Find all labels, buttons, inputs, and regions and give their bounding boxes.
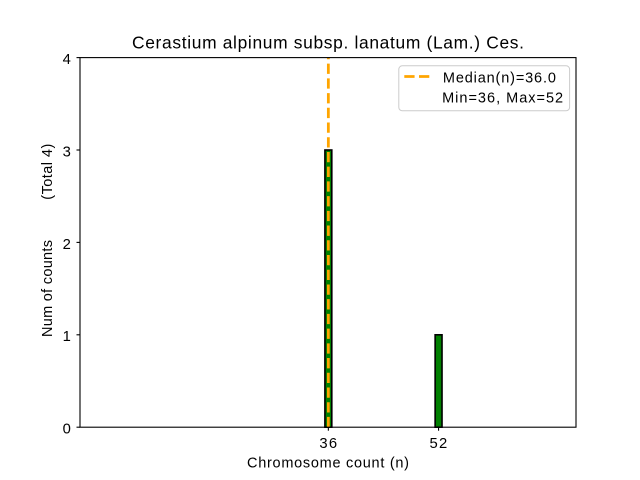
svg-text:1: 1 [63,329,71,345]
svg-text:2: 2 [63,237,71,253]
svg-text:(Total 4): (Total 4) [40,144,56,200]
svg-text:Cerastium alpinum subsp. lanat: Cerastium alpinum subsp. lanatum (Lam.) … [132,33,524,53]
svg-text:Min=36, Max=52: Min=36, Max=52 [442,91,563,107]
svg-text:52: 52 [430,436,448,452]
svg-text:3: 3 [63,144,71,160]
svg-text:Num of counts: Num of counts [40,240,56,337]
svg-text:0: 0 [63,422,71,438]
svg-text:Median(n)=36.0: Median(n)=36.0 [443,70,556,86]
svg-text:36: 36 [319,436,337,452]
svg-text:Chromosome count (n): Chromosome count (n) [247,456,409,472]
svg-text:4: 4 [63,52,71,68]
